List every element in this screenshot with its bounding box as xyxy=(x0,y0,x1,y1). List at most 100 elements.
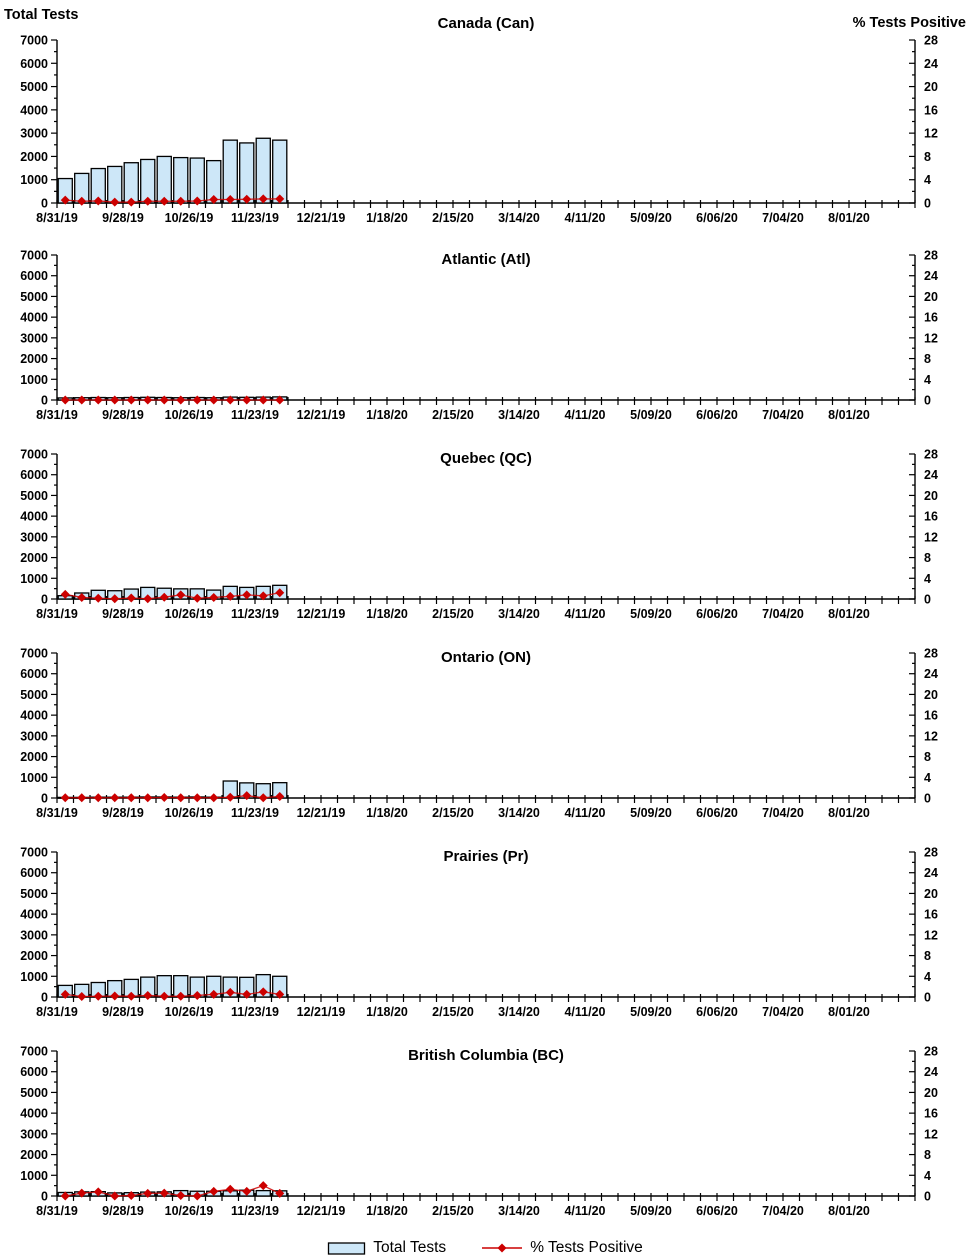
right-axis-ticks: 0 4 8 12 16 20 24 28 xyxy=(909,34,938,211)
diamond-marker xyxy=(159,1188,169,1198)
left-tick-label: 3000 xyxy=(20,729,48,743)
right-tick-label: 16 xyxy=(924,1107,938,1121)
diamond-marker xyxy=(60,589,70,599)
x-tick-label: 9/28/19 xyxy=(102,607,144,621)
right-tick-label: 20 xyxy=(924,80,938,94)
x-tick-label: 8/01/20 xyxy=(828,211,870,225)
right-tick-label: 12 xyxy=(924,127,938,141)
diamond-marker xyxy=(110,793,120,803)
diamond-marker xyxy=(225,195,235,205)
diamond-marker xyxy=(143,395,153,405)
x-tick-label: 4/11/20 xyxy=(564,408,605,422)
x-tick-label: 4/11/20 xyxy=(564,607,605,621)
diamond-marker xyxy=(209,195,219,205)
x-tick-label: 12/21/19 xyxy=(297,408,346,422)
x-tick-label: 5/09/20 xyxy=(630,1005,672,1019)
right-tick-label: 12 xyxy=(924,331,938,345)
x-tick-label: 7/04/20 xyxy=(762,211,804,225)
diamond-marker xyxy=(192,793,202,803)
x-tick-label: 12/21/19 xyxy=(297,1005,346,1019)
x-tick-label: 5/09/20 xyxy=(630,408,672,422)
x-tick-label: 4/11/20 xyxy=(564,1005,605,1019)
diamond-marker xyxy=(258,793,268,803)
x-tick-label: 3/14/20 xyxy=(498,211,540,225)
right-tick-label: 0 xyxy=(924,792,931,806)
left-tick-label: 2000 xyxy=(20,949,48,963)
right-tick-label: 20 xyxy=(924,290,938,304)
chart-title-atlantic: Atlantic (Atl) xyxy=(441,251,530,268)
diamond-marker xyxy=(110,594,120,604)
diamond-marker xyxy=(93,991,103,1001)
chart-title-prairies: Prairies (Pr) xyxy=(443,848,528,865)
x-tick-label: 6/06/20 xyxy=(696,806,738,820)
diamond-marker xyxy=(126,395,136,405)
x-tick-label: 8/31/19 xyxy=(36,1005,78,1019)
diamond-marker xyxy=(209,592,219,602)
x-axis-ticks: 8/31/19 9/28/19 10/26/19 11/23/19 12/21/19 1/… xyxy=(36,397,916,422)
diamond-marker xyxy=(93,196,103,206)
left-tick-label: 3000 xyxy=(20,1127,48,1141)
left-tick-label: 0 xyxy=(41,593,48,607)
left-tick-label: 5000 xyxy=(20,1086,48,1100)
left-tick-label: 6000 xyxy=(20,667,48,681)
right-tick-label: 12 xyxy=(924,1127,938,1141)
diamond-marker xyxy=(258,1181,268,1191)
left-tick-label: 1000 xyxy=(20,373,48,387)
diamond-marker xyxy=(77,1188,87,1198)
x-tick-label: 5/09/20 xyxy=(630,607,672,621)
legend-label-pct-positive: % Tests Positive xyxy=(530,1238,643,1256)
right-tick-label: 28 xyxy=(924,249,938,263)
x-tick-label: 5/09/20 xyxy=(630,1204,672,1218)
legend-label-total-tests: Total Tests xyxy=(373,1238,447,1256)
right-tick-label: 0 xyxy=(924,197,931,211)
left-tick-label: 2000 xyxy=(20,551,48,565)
pct-positive-series xyxy=(60,1181,285,1201)
bar xyxy=(107,165,123,204)
left-tick-label: 3000 xyxy=(20,127,48,141)
diamond-marker xyxy=(192,593,202,603)
right-tick-label: 4 xyxy=(924,373,931,387)
bar xyxy=(255,1189,271,1197)
diamond-marker xyxy=(143,594,153,604)
diamond-marker xyxy=(93,395,103,405)
diamond-marker xyxy=(242,989,252,999)
right-axis-title: % Tests Positive xyxy=(853,15,966,31)
legend: Total Tests % Tests Positive xyxy=(0,1236,970,1259)
x-tick-label: 8/01/20 xyxy=(828,806,870,820)
right-tick-label: 28 xyxy=(924,448,938,462)
x-tick-label: 2/15/20 xyxy=(432,1204,474,1218)
chart-canada: Total Tests % Tests Positive Canada (Can) 0… xyxy=(4,7,966,225)
bar xyxy=(173,156,189,204)
right-tick-label: 28 xyxy=(924,34,938,48)
diamond-marker xyxy=(258,987,268,997)
diamond-marker xyxy=(176,196,186,206)
x-tick-label: 7/04/20 xyxy=(762,607,804,621)
left-axis-ticks: 0 1000 2000 3000 4000 5000 6000 7000 xyxy=(20,647,57,806)
right-tick-label: 20 xyxy=(924,688,938,702)
x-tick-label: 8/31/19 xyxy=(36,806,78,820)
x-tick-label: 10/26/19 xyxy=(165,806,214,820)
chart-quebec: Quebec (QC) 0 1000 2000 3000 4000 5000 6000 7000… xyxy=(20,448,938,622)
x-tick-label: 10/26/19 xyxy=(165,1204,214,1218)
left-tick-label: 5000 xyxy=(20,688,48,702)
left-tick-label: 1000 xyxy=(20,1169,48,1183)
right-tick-label: 16 xyxy=(924,510,938,524)
diamond-marker xyxy=(242,590,252,600)
diamond-marker xyxy=(77,991,87,1001)
diamond-marker xyxy=(110,991,120,1001)
diamond-marker xyxy=(258,194,268,204)
total-tests-bar-swatch-icon xyxy=(328,1241,366,1255)
right-tick-label: 24 xyxy=(924,269,938,283)
diamond-marker xyxy=(176,590,186,600)
diamond-marker xyxy=(60,1191,70,1201)
legend-diamond-swatch xyxy=(497,1243,507,1252)
left-tick-label: 3000 xyxy=(20,530,48,544)
x-tick-label: 4/11/20 xyxy=(564,1204,605,1218)
x-tick-label: 3/14/20 xyxy=(498,1204,540,1218)
right-axis-ticks: 0 4 8 12 16 20 24 28 xyxy=(909,647,938,806)
left-tick-label: 7000 xyxy=(20,448,48,462)
x-tick-label: 1/18/20 xyxy=(366,607,408,621)
diamond-marker xyxy=(209,793,219,803)
left-tick-label: 4000 xyxy=(20,1107,48,1121)
